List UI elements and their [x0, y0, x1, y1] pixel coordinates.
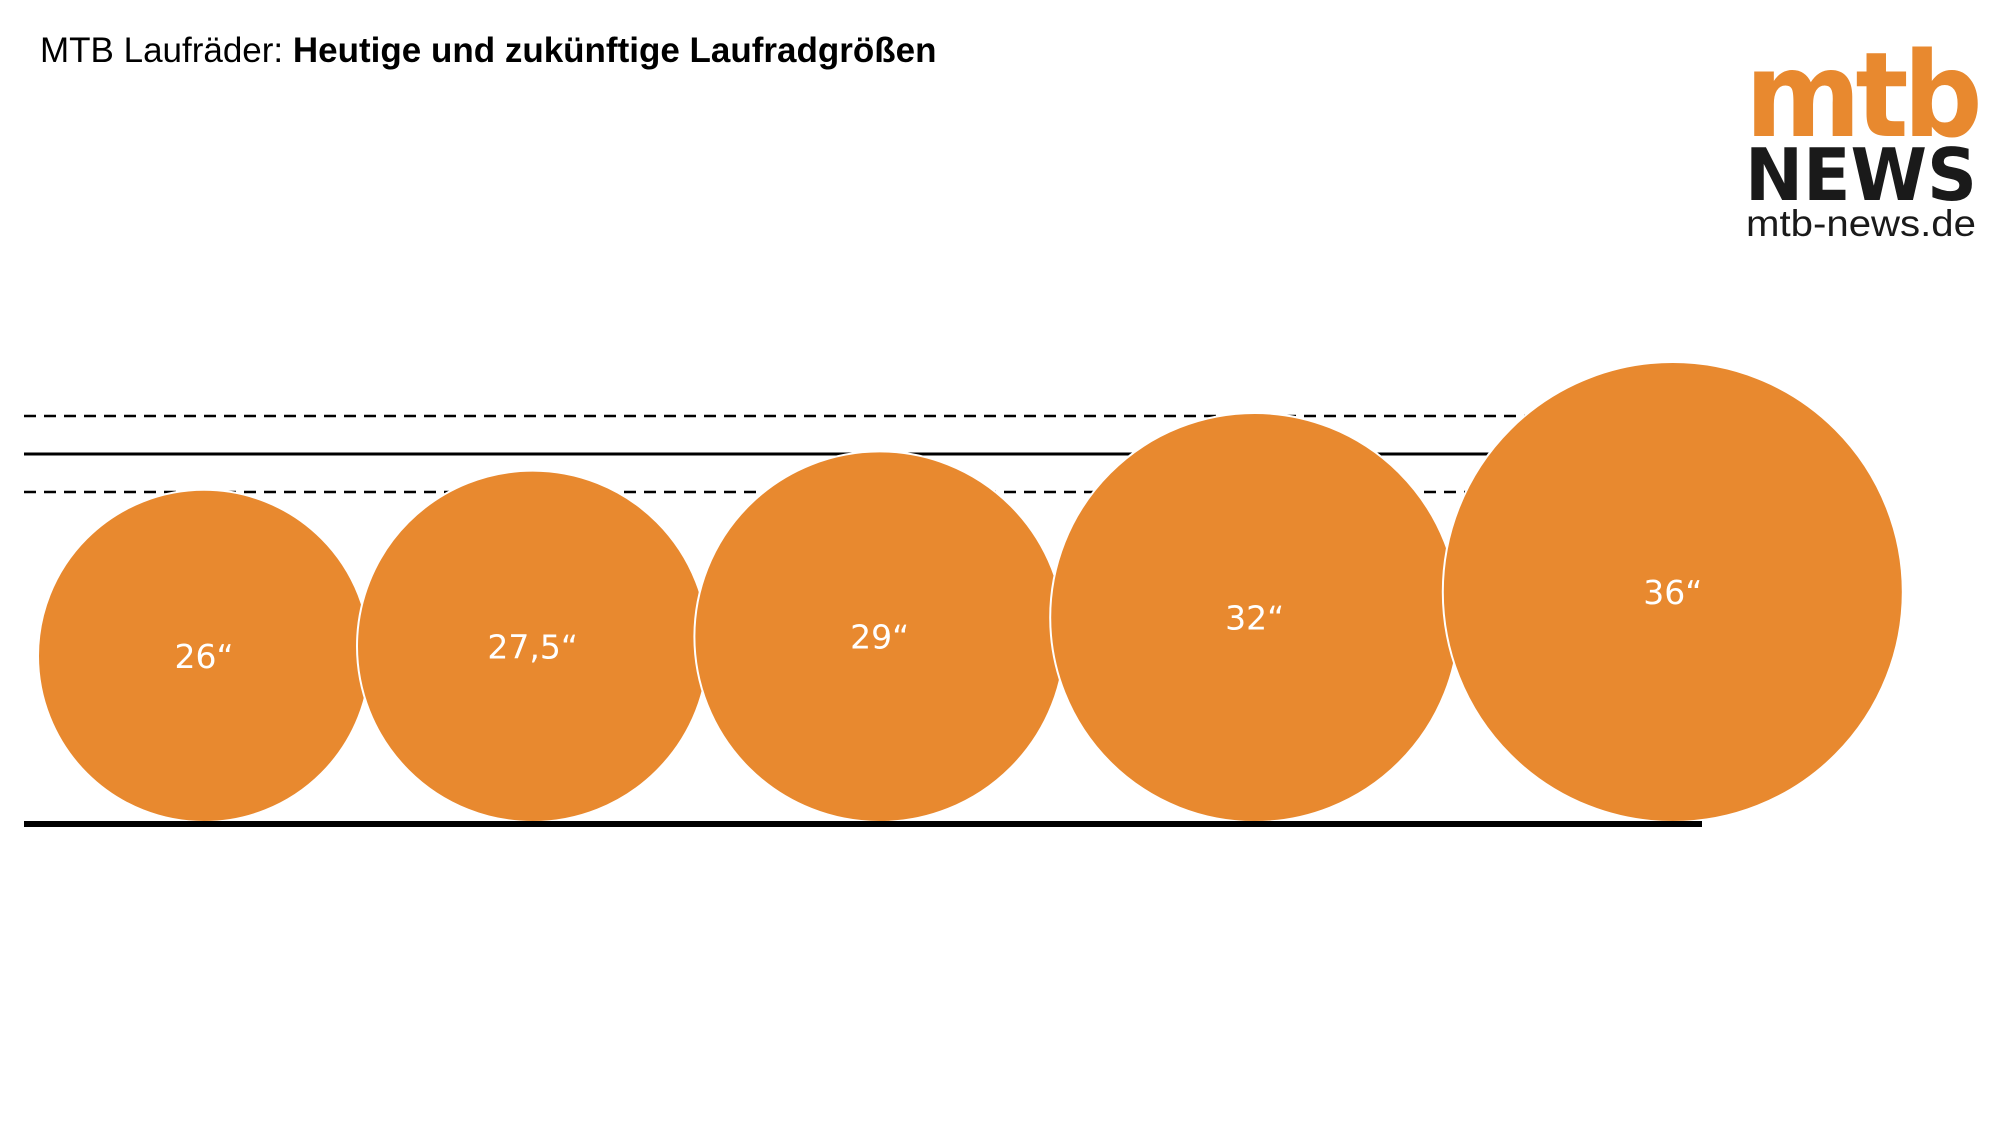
wheel-32-label: 32“ — [1225, 599, 1284, 638]
wheel-29-label: 29“ — [850, 618, 909, 657]
wheel-27-5-label: 27,5“ — [487, 627, 578, 666]
wheel-26-label: 26“ — [175, 637, 234, 676]
wheels-group: 26“ 27,5“ 29“ 32“ 36“ — [37, 361, 1904, 824]
logo-news-text: NEWS — [1745, 133, 1977, 217]
logo-url-text: mtb-news.de — [1746, 203, 1976, 243]
title-bold: Heutige und zukünftige Laufradgrößen — [292, 31, 937, 70]
mtb-news-logo: mtb NEWS mtb-news.de — [1745, 26, 1984, 243]
logo-mtb-text: mtb — [1745, 26, 1978, 164]
page-title: MTB Laufräder: Heutige und zukünftige La… — [40, 30, 936, 72]
wheel-36-label: 36“ — [1643, 573, 1702, 612]
title-prefix: MTB Laufräder: — [40, 31, 293, 70]
